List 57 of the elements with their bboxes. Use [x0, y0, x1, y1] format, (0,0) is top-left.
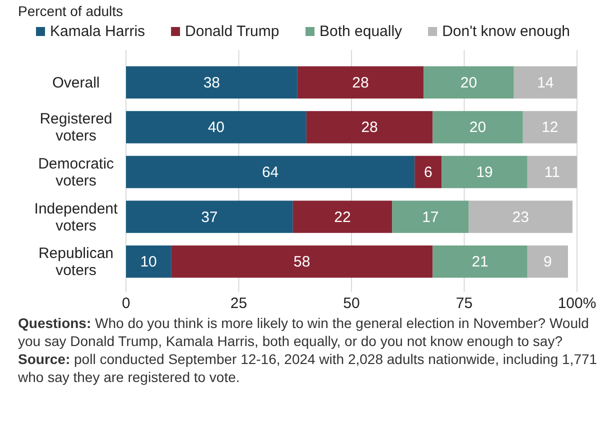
data-label: 21 — [472, 254, 488, 271]
data-label: 12 — [542, 119, 558, 136]
bar — [126, 156, 415, 188]
bar — [126, 245, 172, 278]
data-label: 17 — [422, 208, 439, 226]
data-label: 28 — [361, 119, 378, 136]
x-tick-label: 75 — [456, 295, 473, 312]
data-label: 19 — [476, 164, 493, 181]
bar — [126, 200, 293, 233]
source-note: Source: poll conducted September 12-16, 2024 with 2,028 adults nationwide, including 1,771 who say they are registered to vote. — [17, 351, 598, 385]
x-tick-label: 100% — [558, 295, 596, 312]
legend-label: Donald Trump — [185, 23, 280, 40]
y-tick-label: Democratic voters — [38, 156, 114, 190]
legend-label: Both equally — [320, 23, 403, 40]
data-label: 28 — [352, 74, 369, 92]
y-tick-label: Republican voters — [38, 245, 114, 280]
bar — [171, 245, 433, 278]
bar — [126, 111, 306, 144]
bar — [292, 200, 392, 233]
data-label: 37 — [201, 208, 218, 226]
bar — [126, 66, 298, 99]
bar — [442, 156, 528, 188]
y-tick-label: Overall — [52, 74, 100, 92]
data-label: 20 — [469, 119, 486, 136]
x-tick-label: 50 — [343, 295, 360, 312]
chart-subtitle: Percent of adults — [18, 3, 124, 19]
y-tick-label: Independent voters — [34, 200, 119, 234]
x-tick-label: 25 — [230, 295, 248, 312]
bar — [527, 245, 568, 278]
data-label: 6 — [424, 164, 432, 181]
bar — [424, 66, 514, 99]
data-label: 38 — [203, 74, 220, 92]
y-tick-label: Registered voters — [40, 110, 112, 145]
bar — [527, 156, 577, 188]
data-label: 9 — [544, 254, 552, 271]
bar — [297, 66, 424, 99]
data-label: 58 — [294, 254, 310, 271]
data-label: 40 — [208, 119, 225, 136]
bar — [392, 200, 469, 233]
data-label: 11 — [544, 164, 560, 181]
bar — [414, 156, 442, 188]
bar — [306, 111, 433, 144]
bar — [432, 245, 528, 278]
data-label: 20 — [460, 74, 478, 92]
data-label: 14 — [537, 74, 554, 92]
legend-label: Kamala Harris — [50, 23, 146, 40]
bar — [468, 200, 572, 233]
bar — [522, 111, 577, 144]
data-label: 22 — [334, 208, 351, 226]
bar — [514, 66, 577, 99]
data-label: 64 — [262, 164, 279, 181]
bar — [432, 111, 523, 144]
x-tick-label: 0 — [122, 295, 130, 312]
data-label: 10 — [140, 254, 157, 271]
text: Questions: Who do you think is more likely to win the general election in November? Would you say Donald Trump, Kamala Harris, both equally, or do you not know enough to say? — [18, 315, 589, 349]
legend-label: Don't know enough — [442, 23, 570, 40]
data-label: 23 — [512, 208, 529, 226]
